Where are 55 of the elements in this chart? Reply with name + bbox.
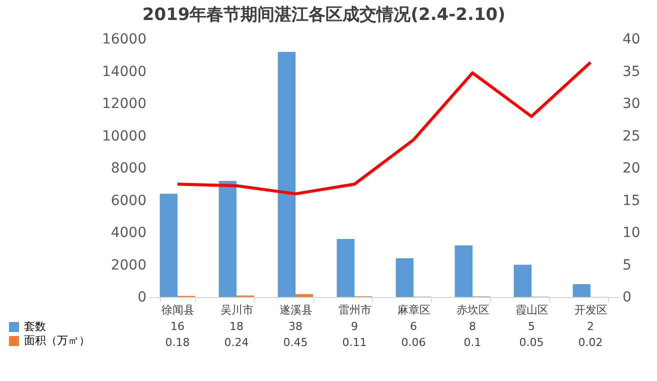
y-tick-label: 0 — [138, 290, 146, 306]
x-tick-label: 赤坎区 — [456, 304, 490, 316]
data-label: 6 — [410, 320, 417, 333]
y-tick-label: 4000 — [110, 225, 146, 241]
x-tick-label: 麻章区 — [398, 304, 430, 316]
legend-label: 面积（万㎡） — [24, 334, 90, 347]
line-series — [176, 60, 592, 196]
data-label: 0.45 — [283, 336, 308, 349]
y2-tick-label: 20 — [622, 160, 640, 176]
data-label: 38 — [288, 320, 302, 333]
bar — [278, 52, 296, 297]
y2-tick-label: 40 — [622, 32, 640, 48]
y2-tick-label: 25 — [622, 128, 640, 144]
x-tick-label: 雷州市 — [338, 304, 372, 316]
y2-tick-label: 30 — [622, 96, 640, 112]
bar — [572, 284, 590, 297]
data-label: 0.24 — [224, 336, 249, 349]
data-label: 5 — [528, 320, 535, 333]
x-tick-label: 开发区 — [574, 304, 608, 316]
data-label: 8 — [469, 320, 476, 333]
y2-tick-label: 35 — [622, 64, 640, 80]
data-label: 9 — [351, 320, 358, 333]
bar — [396, 258, 414, 297]
data-label: 2 — [587, 320, 594, 333]
data-label: 0.05 — [519, 336, 544, 349]
data-label: 0.1 — [464, 336, 482, 349]
y-tick-label: 14000 — [102, 64, 146, 80]
bar — [160, 194, 178, 297]
bar — [218, 180, 236, 297]
data-label: 0.06 — [401, 336, 426, 349]
data-label: 16 — [170, 320, 184, 333]
bar — [514, 264, 532, 297]
data-label: 0.11 — [342, 336, 367, 349]
y2-tick-label: 0 — [622, 290, 632, 306]
legend-label: 套数 — [24, 320, 46, 333]
y-tick-label: 8000 — [110, 160, 146, 176]
y-tick-label: 10000 — [102, 128, 146, 144]
data-label: 0.02 — [578, 336, 603, 349]
y2-tick-label: 15 — [622, 192, 640, 209]
x-tick-label: 徐闻县 — [162, 304, 194, 316]
bar — [336, 238, 354, 297]
chart-title: 2019年春节期间湛江各区成交情况(2.4-2.10) — [142, 5, 506, 25]
data-label: 18 — [230, 320, 244, 333]
y-tick-label: 2000 — [110, 257, 146, 274]
y2-tick-label: 10 — [622, 225, 640, 241]
data-label: 0.18 — [165, 336, 190, 349]
y2-tick-label: 5 — [622, 257, 632, 274]
x-tick-label: 遂溪县 — [280, 304, 312, 316]
y-tick-label: 6000 — [110, 192, 146, 209]
y-tick-label: 16000 — [102, 32, 146, 48]
bar — [454, 245, 472, 297]
x-tick-label: 霞山区 — [516, 304, 548, 316]
x-tick-label: 吴川市 — [220, 304, 254, 316]
y-tick-label: 12000 — [102, 96, 146, 112]
bar — [296, 294, 314, 297]
